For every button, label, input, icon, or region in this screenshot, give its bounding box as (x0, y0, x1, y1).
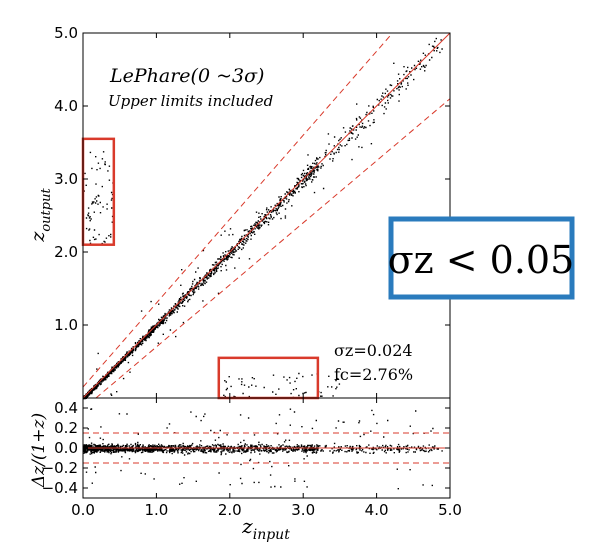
annotation-text: σz < 0.05 (388, 238, 575, 282)
residual-scatter-cloud (83, 408, 443, 490)
main-reference-lines (82, 32, 451, 399)
x-label-main: z (241, 514, 253, 538)
main-title: LePhare(0 ~3σ) (109, 65, 264, 87)
upper-bound-line (82, 32, 393, 388)
residual-y-label: Δz/(1+z) (29, 413, 49, 488)
sigma-stat: σz=0.024 (334, 341, 413, 360)
main-y-tick-label: 5.0 (54, 24, 78, 42)
svg-text:zoutput: zoutput (27, 188, 54, 243)
residual-reference-lines (83, 432, 450, 464)
residual-y-tick-label: 0.4 (54, 399, 78, 417)
svg-text:Δz/(1+z): Δz/(1+z) (29, 413, 49, 488)
main-y-ticks: 1.0 2.0 3.0 4.0 5.0 (54, 24, 450, 398)
main-y-label-main: z (27, 231, 49, 243)
lower-bound-line (95, 98, 451, 399)
outlier-region-2 (217, 356, 320, 400)
main-panel: 1.0 2.0 3.0 4.0 5.0 LePhare(0 ~3σ) Upper lim… (27, 24, 451, 400)
main-subtitle: Upper limits included (108, 92, 273, 110)
residual-panel: 0.4 0.2 0.0 −0.2 −0.4 0.0 1.0 2.0 3.0 4.0 5.0 Δz/… (29, 397, 462, 543)
outlier-regions (81, 137, 320, 400)
residual-y-tick-label: 0.0 (54, 439, 78, 457)
x-label-sub: input (253, 527, 290, 543)
x-tick-label: 5.0 (438, 501, 462, 519)
x-tick-label: 0.0 (71, 501, 95, 519)
main-y-tick-label: 1.0 (54, 316, 78, 334)
x-label: zinput (241, 514, 290, 543)
residual-y-tick-label: 0.2 (54, 419, 78, 437)
main-y-tick-label: 2.0 (54, 243, 78, 261)
residual-x-ticks: 0.0 1.0 2.0 3.0 4.0 5.0 (71, 398, 462, 519)
sigma-threshold-annotation: σz < 0.05 (388, 216, 575, 300)
fc-stat: fc=2.76% (334, 365, 413, 384)
main-y-label: zoutput (27, 188, 54, 243)
x-tick-label: 3.0 (291, 501, 315, 519)
outlier-region-1 (81, 137, 116, 246)
residual-y-tick-label: −0.4 (42, 479, 78, 497)
x-tick-label: 1.0 (144, 501, 168, 519)
main-y-tick-label: 4.0 (54, 97, 78, 115)
residual-y-tick-label: −0.2 (42, 459, 78, 477)
main-y-tick-label: 3.0 (54, 170, 78, 188)
main-y-label-sub: output (39, 188, 54, 232)
x-tick-label: 4.0 (365, 501, 389, 519)
residual-scatter-points (83, 408, 443, 490)
x-tick-label: 2.0 (218, 501, 242, 519)
residual-y-ticks: 0.4 0.2 0.0 −0.2 −0.4 (42, 399, 450, 497)
one-to-one-line (82, 32, 451, 399)
annotation-border (388, 216, 575, 300)
